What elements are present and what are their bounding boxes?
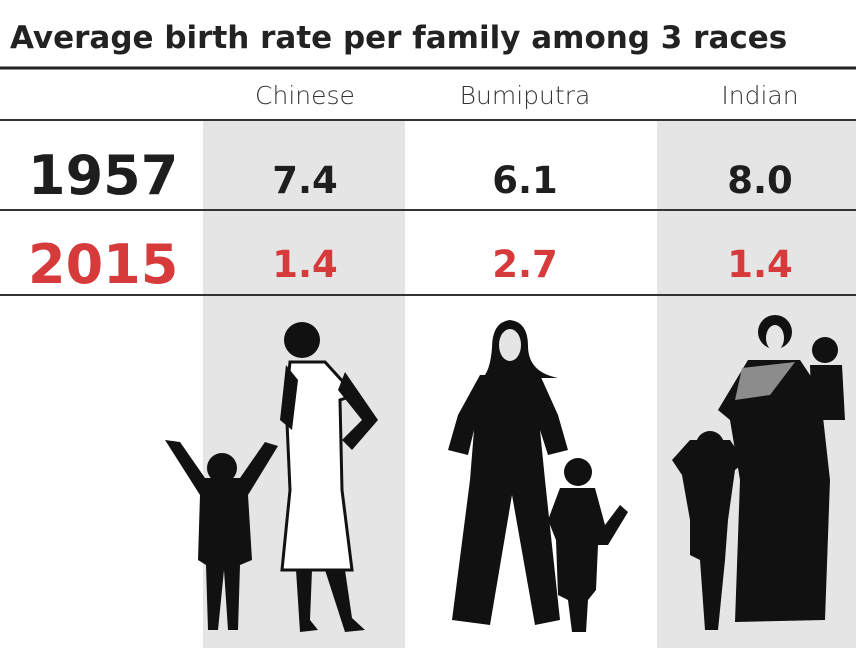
row-year: 1957 <box>28 144 178 207</box>
row-year: 2015 <box>28 233 178 296</box>
cell: 2.7 <box>492 243 558 286</box>
column-header: Indian <box>721 81 798 110</box>
illustration <box>448 320 628 632</box>
cell: 6.1 <box>492 159 558 202</box>
cell: 7.4 <box>272 159 338 202</box>
column-header: Chinese <box>255 81 355 110</box>
cell: 1.4 <box>727 243 793 286</box>
cell: 1.4 <box>272 243 338 286</box>
illustration <box>165 322 378 632</box>
illustration <box>672 315 845 630</box>
column-header: Bumiputra <box>460 81 591 110</box>
title: Average birth rate per family among 3 ra… <box>10 20 787 56</box>
cell: 8.0 <box>727 159 793 202</box>
